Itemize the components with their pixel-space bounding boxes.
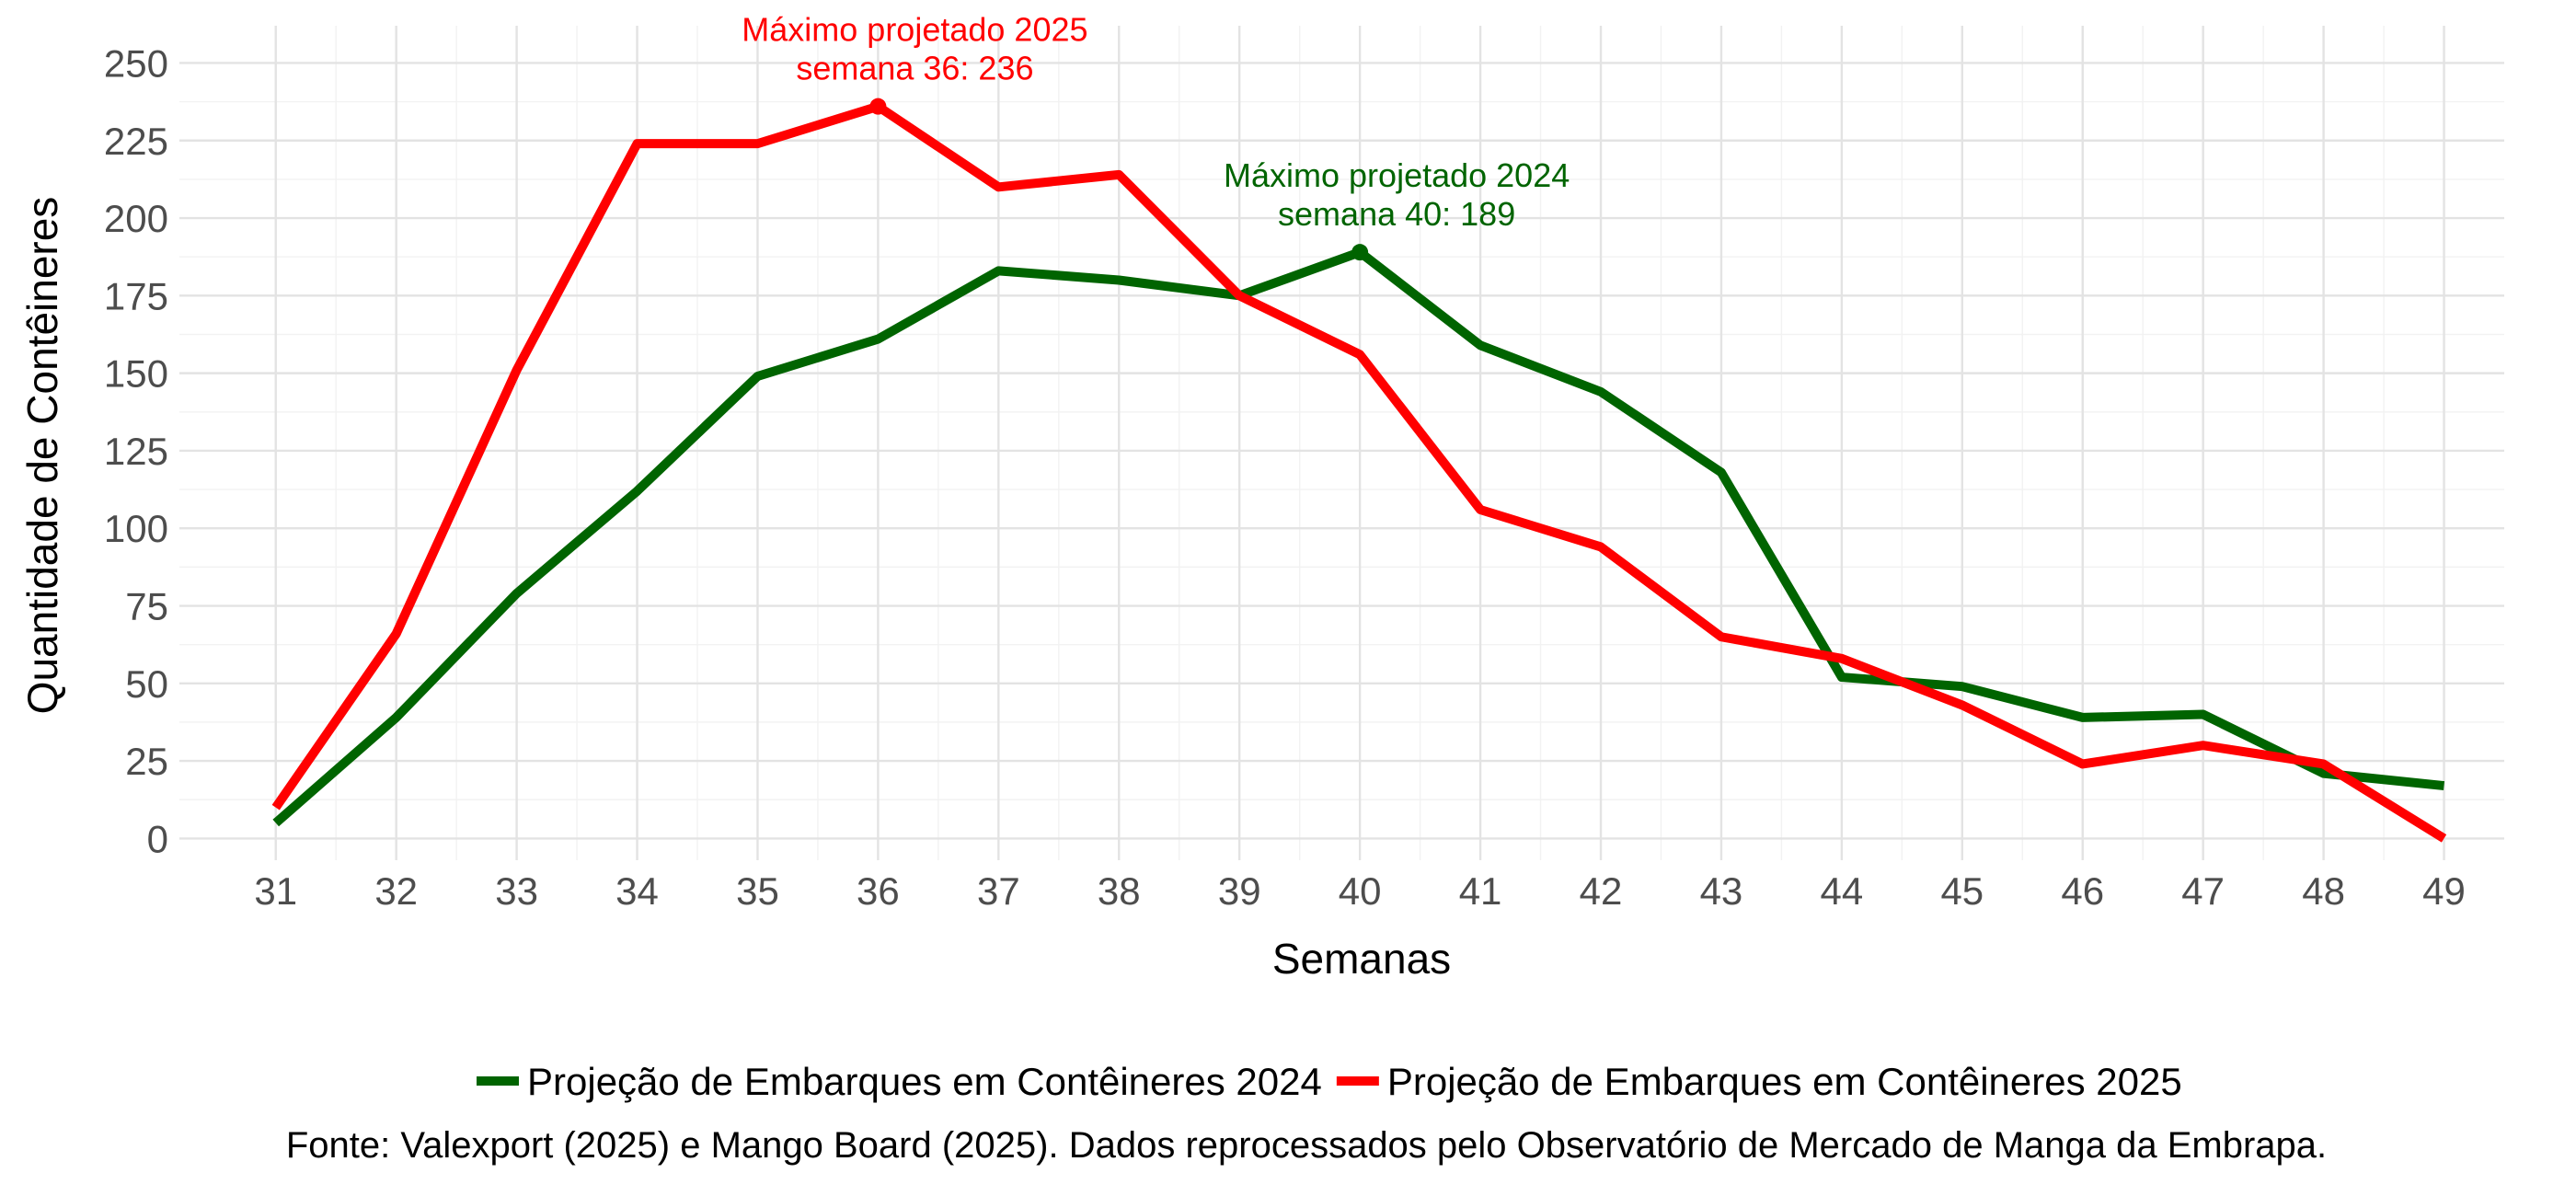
y-tick-label: 100 (104, 507, 168, 550)
x-tick-label: 45 (1940, 869, 1984, 913)
x-tick-label: 42 (1580, 869, 1623, 913)
annotation-value: semana 36: 236 (796, 50, 1033, 87)
x-tick-label: 40 (1339, 869, 1382, 913)
x-tick-label: 33 (495, 869, 538, 913)
annotation-title: Máximo projetado 2024 (1224, 156, 1570, 194)
x-tick-label: 32 (374, 869, 418, 913)
x-tick-label: 39 (1218, 869, 1261, 913)
x-axis-ticks: 31 32 33 34 35 36 37 38 39 40 41 42 43 44 45 46 47 48 49 (254, 869, 2466, 913)
y-axis-ticks: 0 25 50 75 100 125 150 175 200 225 250 (104, 41, 168, 860)
x-tick-label: 46 (2061, 869, 2104, 913)
legend: Projeção de Embarques em Contêineres 202… (477, 1060, 2182, 1103)
x-tick-label: 44 (1821, 869, 1864, 913)
y-tick-label: 0 (147, 817, 168, 860)
x-tick-label: 38 (1098, 869, 1141, 913)
annotation-title: Máximo projetado 2025 (742, 11, 1087, 49)
legend-item-2025: Projeção de Embarques em Contêineres 202… (1336, 1060, 2182, 1103)
legend-label: Projeção de Embarques em Contêineres 202… (1387, 1060, 2182, 1103)
series-line-2025 (271, 101, 2447, 843)
x-tick-label: 49 (2422, 869, 2466, 913)
y-tick-label: 250 (104, 41, 168, 85)
y-tick-label: 150 (104, 352, 168, 396)
source-note: Fonte: Valexport (2025) e Mango Board (2… (286, 1125, 2327, 1166)
x-tick-label: 48 (2302, 869, 2345, 913)
y-tick-label: 125 (104, 430, 168, 473)
max-point-1 (1351, 244, 1369, 261)
x-tick-label: 43 (1700, 869, 1743, 913)
x-tick-label: 41 (1459, 869, 1502, 913)
y-tick-label: 75 (125, 585, 168, 628)
x-tick-label: 34 (615, 869, 659, 913)
x-tick-label: 35 (736, 869, 779, 913)
y-tick-label: 175 (104, 274, 168, 317)
x-tick-label: 36 (857, 869, 900, 913)
legend-label: Projeção de Embarques em Contêineres 202… (527, 1060, 1322, 1103)
x-tick-label: 47 (2181, 869, 2225, 913)
x-axis-title: Semanas (1272, 935, 1451, 983)
y-tick-label: 225 (104, 120, 168, 163)
y-tick-label: 50 (125, 662, 168, 706)
grid (179, 26, 2504, 860)
legend-item-2024: Projeção de Embarques em Contêineres 202… (477, 1060, 1322, 1103)
annotation-value: semana 40: 189 (1278, 195, 1515, 233)
y-tick-label: 25 (125, 740, 168, 783)
x-tick-label: 31 (254, 869, 297, 913)
y-tick-label: 200 (104, 197, 168, 240)
max-point-0 (869, 98, 887, 115)
x-tick-label: 37 (977, 869, 1020, 913)
annotation-points (869, 98, 1369, 261)
y-axis-title: Quantidade de Contêineres (18, 197, 66, 715)
